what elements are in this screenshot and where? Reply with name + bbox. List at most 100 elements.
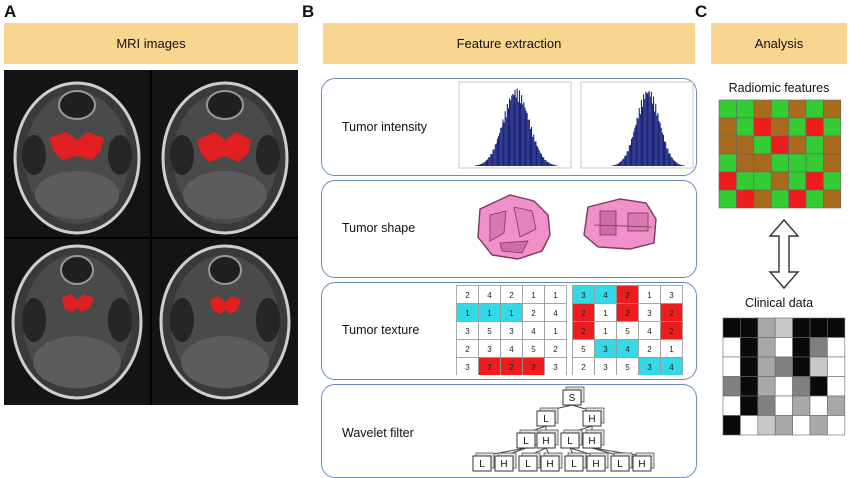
panel-letter-a: A (4, 2, 17, 21)
radiomic-cell (823, 117, 842, 137)
glcm-right-cell-value: 3 (581, 291, 586, 300)
clinical-cell (774, 337, 793, 358)
wavelet-node (582, 410, 602, 427)
glcm-right-cell-value: 4 (647, 327, 652, 336)
texture-matrix-right: 3 4 2 1 3 2 1 2 3 2 2 1 5 4 2 5 3 4 2 1 2 3 5 3 4 (572, 285, 684, 375)
radiomic-cell (718, 171, 737, 191)
clinical-cell (722, 317, 741, 338)
glcm-right-cell-value: 4 (625, 345, 630, 354)
radiomic-cell (770, 135, 789, 155)
clinical-cell (740, 317, 759, 338)
clinical-cell (792, 415, 811, 436)
wavelet-node (632, 455, 652, 472)
glcm-right-cell-value: 2 (581, 327, 586, 336)
glcm-right-cell-value: 2 (625, 291, 630, 300)
glcm-left-cell-value: 4 (487, 291, 492, 300)
glcm-left-cell-value: 4 (531, 327, 536, 336)
wavelet-node-label: L (525, 459, 531, 470)
radiomic-cell (805, 153, 824, 173)
glcm-left-cell-value: 2 (509, 363, 514, 372)
texture-matrix-left: 2 4 2 1 1 1 1 1 2 4 3 5 3 4 1 2 3 4 5 2 3 2 2 2 3 (456, 285, 568, 375)
clinical-data-matrix (722, 317, 846, 437)
wavelet-node-label: H (588, 436, 595, 447)
glcm-right-cell-value: 4 (603, 291, 608, 300)
glcm-left-cell-value: 2 (487, 363, 492, 372)
glcm-left-cell-value: 1 (465, 309, 470, 318)
glcm-left-cell-value: 1 (553, 291, 558, 300)
radiomic-cell (736, 171, 755, 191)
clinical-cell (809, 356, 828, 377)
radiomic-cell (770, 153, 789, 173)
clinical-data-title: Clinical data (744, 296, 814, 310)
tumor-shape-label: Tumor shape (342, 221, 416, 235)
glcm-right-cell-value: 3 (669, 291, 674, 300)
tumor-intensity-label: Tumor intensity (342, 120, 427, 134)
glcm-right-cell-value: 5 (581, 345, 586, 354)
glcm-left-cell-value: 5 (531, 345, 536, 354)
clinical-cell (722, 376, 741, 397)
glcm-right-cell-value: 1 (669, 345, 674, 354)
clinical-cell (740, 376, 759, 397)
radiomic-cell (718, 153, 737, 173)
glcm-left-cell-value: 3 (553, 363, 558, 372)
radiomic-features-title: Radiomic features (728, 81, 830, 95)
wavelet-node (494, 455, 514, 472)
clinical-cell (792, 337, 811, 358)
glcm-right-cell-value: 3 (647, 309, 652, 318)
radiomic-cell (736, 135, 755, 155)
tumor-overlay-4 (210, 296, 241, 314)
tumor-overlay-3 (62, 294, 94, 312)
clinical-cell (774, 395, 793, 416)
radiomic-cell (736, 189, 755, 209)
radiomic-cell (718, 117, 737, 137)
clinical-cell (809, 415, 828, 436)
glcm-right-cell-value: 2 (625, 309, 630, 318)
clinical-cell (792, 317, 811, 338)
wavelet-node (610, 455, 630, 472)
clinical-cell (774, 376, 793, 397)
clinical-cell (827, 337, 846, 358)
clinical-cell (809, 337, 828, 358)
wavelet-node (560, 432, 580, 449)
clinical-cell (827, 356, 846, 377)
clinical-cell (792, 376, 811, 397)
radiomic-cell (805, 99, 824, 119)
wavelet-node-label: L (523, 436, 529, 447)
glcm-right-cell-value: 5 (625, 327, 630, 336)
glcm-right-cell-value: 1 (603, 327, 608, 336)
wavelet-node (472, 455, 492, 472)
glcm-left-cell-value: 1 (487, 309, 492, 318)
clinical-cell (774, 356, 793, 377)
mri-slice-4 (159, 244, 291, 400)
glcm-right-cell-value: 2 (669, 327, 674, 336)
clinical-cell (722, 415, 741, 436)
clinical-cell (740, 415, 759, 436)
radiomic-cell (770, 99, 789, 119)
tumor-overlay-1 (49, 132, 104, 160)
clinical-cell (757, 317, 776, 338)
radiomic-cell (753, 135, 772, 155)
radiomic-cell (770, 171, 789, 191)
clinical-cell (722, 395, 741, 416)
wavelet-node (540, 455, 560, 472)
radiomic-cell (736, 153, 755, 173)
wavelet-filter-label: Wavelet filter (342, 426, 414, 440)
clinical-cell (774, 415, 793, 436)
clinical-cell (827, 395, 846, 416)
glcm-left-cell (544, 357, 567, 375)
clinical-cell (740, 356, 759, 377)
mri-images-header: MRI images (4, 23, 298, 64)
glcm-right-cell-value: 1 (603, 309, 608, 318)
glcm-left-cell-value: 2 (531, 363, 536, 372)
panel-letter-b: B (302, 2, 315, 21)
glcm-left-cell-value: 3 (487, 345, 492, 354)
wavelet-node (564, 455, 584, 472)
glcm-right-cell-value: 2 (669, 309, 674, 318)
radiomic-cell (805, 171, 824, 191)
radiomic-cell (788, 99, 807, 119)
radiomic-cell (736, 117, 755, 137)
glcm-right-cell-value: 5 (625, 363, 630, 372)
radiomic-cell (788, 153, 807, 173)
radiomic-cell (805, 135, 824, 155)
glcm-right-cell-value: 3 (603, 345, 608, 354)
